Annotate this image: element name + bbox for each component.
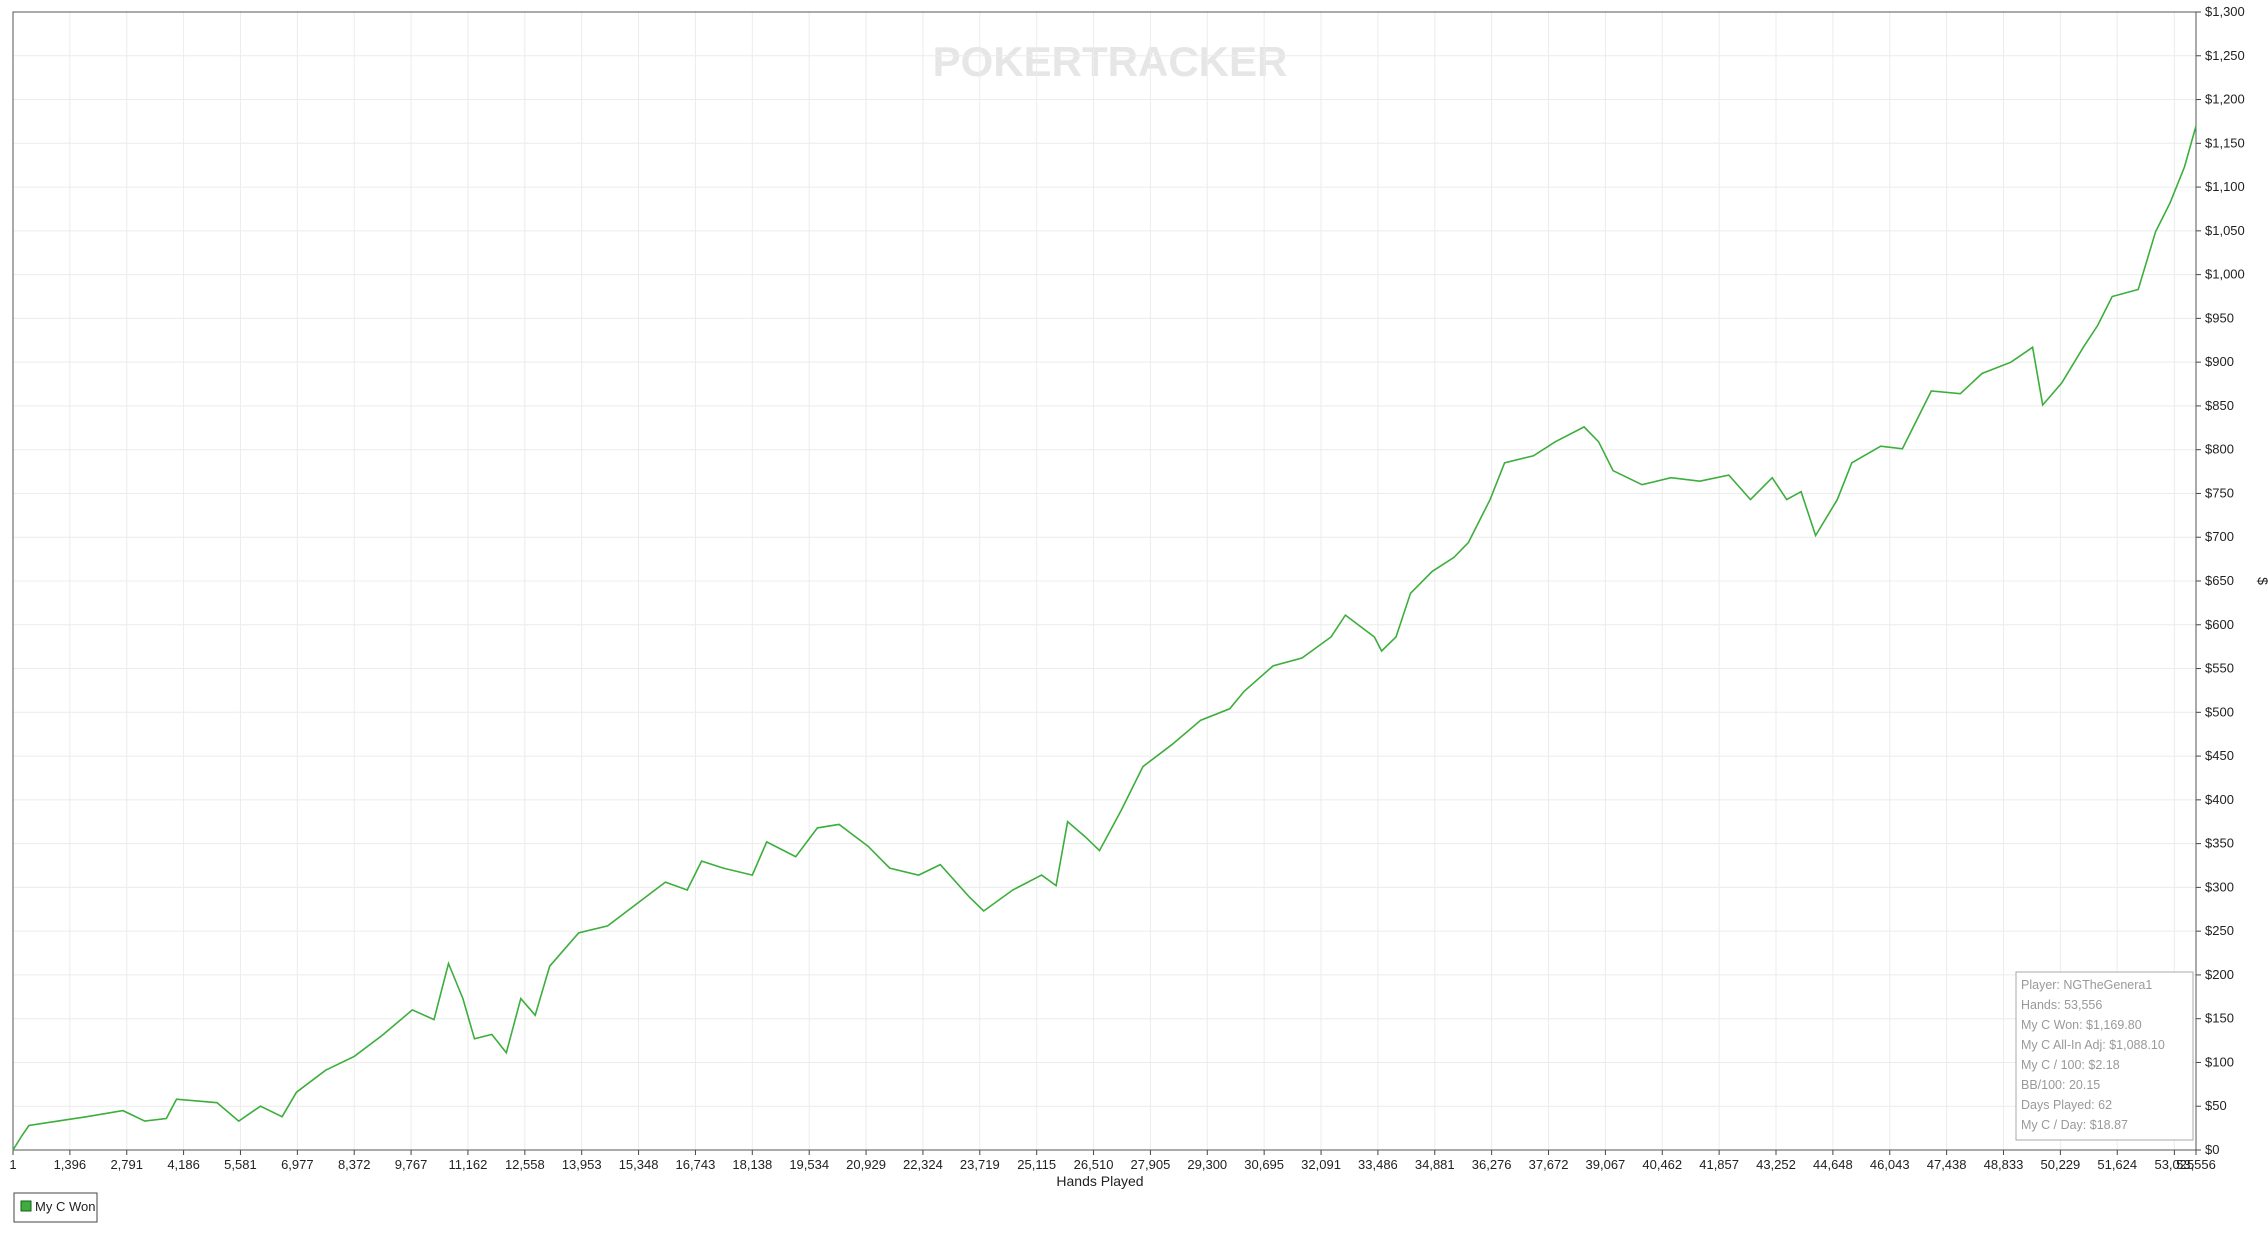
legend-label: My C Won — [35, 1199, 95, 1214]
x-tick-label: 34,881 — [1415, 1157, 1455, 1172]
x-tick-label: 8,372 — [338, 1157, 371, 1172]
y-tick-label: $500 — [2205, 704, 2234, 719]
x-tick-label: 41,857 — [1699, 1157, 1739, 1172]
stats-line: My C Won: $1,169.80 — [2021, 1018, 2142, 1032]
x-tick-label: 44,648 — [1813, 1157, 1853, 1172]
stats-line: My C / Day: $18.87 — [2021, 1118, 2128, 1132]
y-axis-title: $ — [2255, 577, 2268, 585]
legend-swatch — [20, 1200, 32, 1212]
y-tick-label: $200 — [2205, 967, 2234, 982]
x-tick-label: 36,276 — [1472, 1157, 1512, 1172]
x-tick-label: 22,324 — [903, 1157, 943, 1172]
x-tick-label: 2,791 — [110, 1157, 143, 1172]
x-tick-label: 47,438 — [1927, 1157, 1967, 1172]
x-tick-label: 20,929 — [846, 1157, 886, 1172]
y-tick-label: $1,150 — [2205, 135, 2245, 150]
x-tick-label: 53,556 — [2176, 1157, 2216, 1172]
x-tick-label: 46,043 — [1870, 1157, 1910, 1172]
stats-line: Hands: 53,556 — [2021, 998, 2102, 1012]
x-tick-label: 48,833 — [1984, 1157, 2024, 1172]
y-tick-label: $600 — [2205, 617, 2234, 632]
y-tick-label: $450 — [2205, 748, 2234, 763]
x-tick-label: 6,977 — [281, 1157, 314, 1172]
x-tick-label: 40,462 — [1642, 1157, 1682, 1172]
stats-line: My C / 100: $2.18 — [2021, 1058, 2120, 1072]
x-tick-label: 11,162 — [449, 1157, 488, 1172]
y-tick-label: $150 — [2205, 1011, 2234, 1026]
stats-box — [2015, 971, 2194, 1141]
y-tick-label: $900 — [2205, 354, 2234, 369]
x-tick-label: 15,348 — [619, 1157, 659, 1172]
x-tick-label: 32,091 — [1301, 1157, 1341, 1172]
x-tick-label: 19,534 — [789, 1157, 829, 1172]
y-tick-label: $250 — [2205, 923, 2234, 938]
x-tick-label: 18,138 — [732, 1157, 772, 1172]
x-tick-label: 51,624 — [2097, 1157, 2137, 1172]
x-tick-label: 43,252 — [1756, 1157, 1796, 1172]
y-tick-label: $800 — [2205, 442, 2234, 457]
stats-line: Days Played: 62 — [2021, 1098, 2112, 1112]
x-tick-label: 53,025 — [2154, 1157, 2194, 1172]
y-tick-label: $550 — [2205, 661, 2234, 676]
y-tick-label: $750 — [2205, 485, 2234, 500]
stats-line: BB/100: 20.15 — [2021, 1078, 2100, 1092]
x-tick-label: 27,905 — [1131, 1157, 1171, 1172]
x-tick-label: 9,767 — [395, 1157, 428, 1172]
y-tick-label: $400 — [2205, 792, 2234, 807]
plot-border — [12, 11, 2197, 1151]
x-tick-label: 29,300 — [1187, 1157, 1227, 1172]
y-tick-label: $700 — [2205, 529, 2234, 544]
y-tick-label: $1,250 — [2205, 48, 2245, 63]
x-tick-label: 39,067 — [1586, 1157, 1626, 1172]
series-line — [12, 125, 2197, 1151]
y-tick-label: $850 — [2205, 398, 2234, 413]
x-tick-label: 13,953 — [562, 1157, 602, 1172]
x-tick-label: 25,115 — [1017, 1157, 1056, 1172]
stats-line: Player: NGTheGenera1 — [2021, 978, 2152, 992]
y-tick-label: $1,050 — [2205, 223, 2245, 238]
x-tick-label: 12,558 — [505, 1157, 545, 1172]
x-tick-label: 26,510 — [1074, 1157, 1114, 1172]
x-tick-label: 50,229 — [2041, 1157, 2081, 1172]
x-tick-label: 16,743 — [676, 1157, 716, 1172]
x-tick-label: 23,719 — [960, 1157, 1000, 1172]
y-tick-label: $950 — [2205, 310, 2234, 325]
y-tick-label: $100 — [2205, 1054, 2234, 1069]
y-tick-label: $50 — [2205, 1098, 2227, 1113]
y-tick-label: $300 — [2205, 879, 2234, 894]
x-tick-label: 1,396 — [54, 1157, 87, 1172]
x-axis-title: Hands Played — [1056, 1173, 1143, 1189]
y-tick-label: $1,100 — [2205, 179, 2245, 194]
x-tick-label: 4,186 — [167, 1157, 200, 1172]
y-tick-label: $0 — [2205, 1142, 2219, 1157]
x-tick-label: 1 — [9, 1157, 16, 1172]
x-tick-label: 5,581 — [224, 1157, 257, 1172]
watermark: POKERTRACKER — [933, 38, 1288, 85]
y-tick-label: $1,000 — [2205, 267, 2245, 282]
y-tick-label: $1,300 — [2205, 4, 2245, 19]
x-tick-label: 37,672 — [1529, 1157, 1569, 1172]
y-tick-label: $350 — [2205, 836, 2234, 851]
stats-line: My C All-In Adj: $1,088.10 — [2021, 1038, 2165, 1052]
x-tick-label: 33,486 — [1358, 1157, 1398, 1172]
y-tick-label: $1,200 — [2205, 92, 2245, 107]
x-tick-label: 30,695 — [1244, 1157, 1284, 1172]
y-tick-label: $650 — [2205, 573, 2234, 588]
